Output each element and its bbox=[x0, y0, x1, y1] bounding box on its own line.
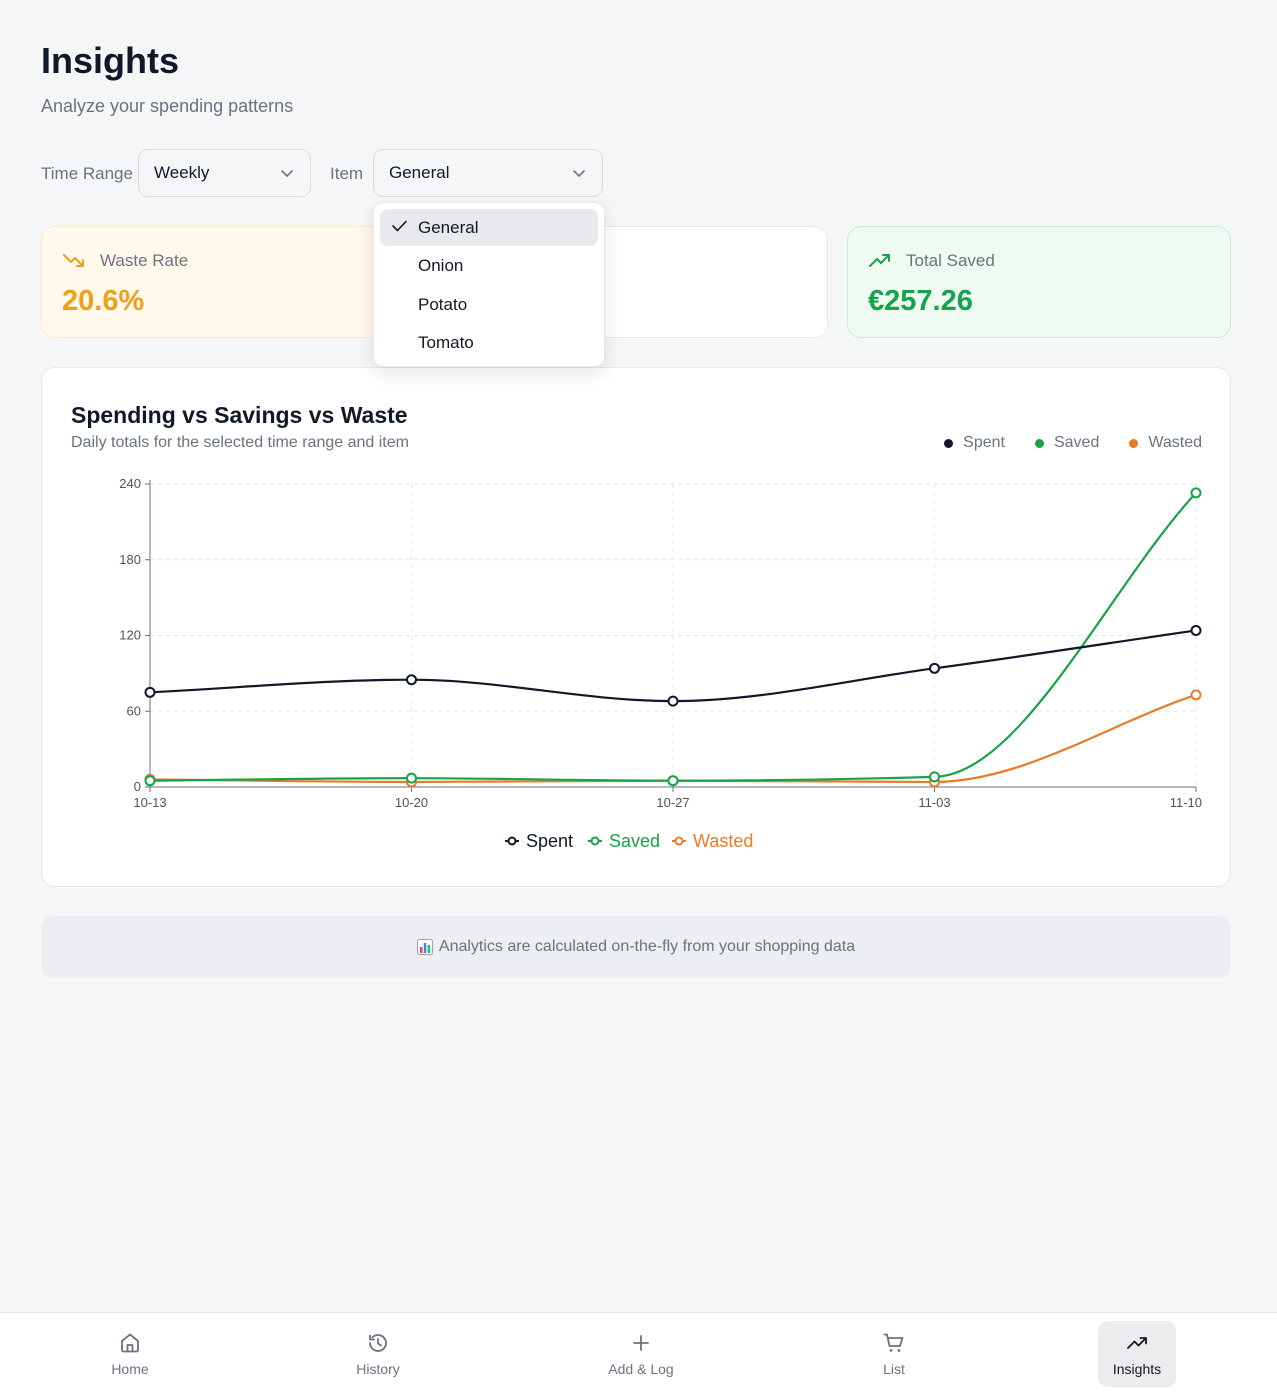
dropdown-option-potato[interactable]: Potato bbox=[380, 286, 598, 323]
data-point-spent bbox=[406, 674, 417, 686]
dropdown-option-general[interactable]: General bbox=[380, 209, 598, 246]
legend-dot bbox=[944, 438, 954, 448]
legend-saved: Saved bbox=[1034, 434, 1100, 452]
x-tick-label: 10-13 bbox=[133, 795, 166, 810]
chart-card: Spending vs Savings vs Waste Daily total… bbox=[41, 367, 1231, 887]
item-dropdown-menu: General Onion Potato Tomato bbox=[373, 202, 605, 367]
y-tick-label: 0 bbox=[134, 779, 141, 794]
data-point-saved bbox=[406, 772, 417, 784]
series-line-spent bbox=[149, 629, 1197, 703]
legend-dot bbox=[1129, 438, 1139, 448]
nav-home[interactable]: Home bbox=[91, 1321, 169, 1387]
x-tick-label: 11-03 bbox=[918, 795, 950, 810]
x-tick-label: 10-20 bbox=[395, 795, 428, 810]
y-tick-label: 120 bbox=[119, 628, 141, 643]
cart-icon bbox=[883, 1333, 904, 1352]
bar-chart-icon bbox=[416, 939, 433, 955]
item-value: General bbox=[389, 163, 450, 182]
dropdown-option-onion[interactable]: Onion bbox=[380, 248, 598, 285]
nav-label: Insights bbox=[1112, 1361, 1162, 1377]
bottom-nav: Home History Add & Log List Insights bbox=[0, 1312, 1277, 1400]
check-icon bbox=[392, 220, 407, 232]
data-point-saved bbox=[667, 775, 679, 787]
data-point-saved bbox=[1190, 487, 1202, 499]
legend-wasted: Wasted bbox=[1129, 434, 1202, 452]
series-line-wasted bbox=[149, 693, 1197, 784]
dropdown-option-label: Onion bbox=[418, 256, 464, 275]
legend-label: Saved bbox=[1053, 434, 1100, 451]
dropdown-option-label: Potato bbox=[418, 294, 468, 314]
dropdown-option-tomato[interactable]: Tomato bbox=[380, 325, 598, 362]
data-point-saved bbox=[144, 775, 156, 787]
dropdown-option-label: Tomato bbox=[418, 333, 474, 352]
total-saved-card: Total Saved €257.26 bbox=[847, 226, 1231, 338]
y-tick-label: 240 bbox=[119, 476, 141, 491]
legend-marker-wasted bbox=[674, 836, 684, 846]
chart-top-legend: Spent Saved Wasted bbox=[944, 434, 1202, 452]
legend-marker-saved bbox=[590, 836, 600, 846]
trending-up-icon bbox=[869, 254, 890, 267]
x-tick-label: 11-10 bbox=[1170, 795, 1202, 810]
total-saved-label: Total Saved bbox=[906, 251, 995, 270]
legend-dot bbox=[1034, 438, 1044, 448]
waste-rate-label: Waste Rate bbox=[100, 251, 189, 270]
info-text: Analytics are calculated on-the-fly from… bbox=[438, 938, 856, 955]
waste-rate-value: 20.6% bbox=[62, 285, 145, 317]
nav-label: List bbox=[883, 1361, 905, 1377]
page-title: Insights bbox=[41, 40, 180, 81]
time-range-value: Weekly bbox=[154, 163, 210, 182]
legend-marker-spent bbox=[507, 836, 517, 846]
line-chart: 0 60 120 180 240 10-13 10-20 10-27 11-03 11-10 Spe… bbox=[119, 476, 1202, 851]
chart-subtitle: Daily totals for the selected time range… bbox=[71, 434, 409, 451]
nav-insights[interactable]: Insights bbox=[1098, 1321, 1176, 1387]
total-saved-value: €257.26 bbox=[868, 285, 973, 317]
trending-down-icon bbox=[63, 254, 84, 267]
dropdown-option-label: General bbox=[418, 217, 479, 237]
y-tick-label: 180 bbox=[119, 552, 141, 567]
page-subtitle: Analyze your spending patterns bbox=[41, 96, 294, 116]
legend-label: Wasted bbox=[1148, 434, 1202, 451]
nav-label: Home bbox=[111, 1361, 149, 1377]
item-label: Item bbox=[330, 164, 364, 183]
info-banner: Analytics are calculated on-the-fly from… bbox=[41, 916, 1231, 978]
nav-label: History bbox=[356, 1361, 400, 1377]
chevron-down-icon bbox=[573, 170, 585, 177]
time-range-select[interactable]: Weekly bbox=[138, 149, 311, 197]
trending-up-icon bbox=[1127, 1337, 1147, 1349]
data-point-wasted bbox=[1190, 689, 1202, 701]
data-point-spent bbox=[144, 686, 156, 698]
data-point-spent bbox=[667, 695, 679, 707]
series-line-saved bbox=[149, 492, 1197, 782]
chart-title: Spending vs Savings vs Waste bbox=[71, 402, 408, 428]
nav-label: Add & Log bbox=[608, 1361, 674, 1377]
data-point-spent bbox=[1190, 624, 1202, 636]
history-icon bbox=[369, 1334, 387, 1352]
x-tick-label: 10-27 bbox=[656, 795, 689, 810]
nav-add-log[interactable]: Add & Log bbox=[596, 1321, 686, 1387]
item-select[interactable]: General bbox=[373, 149, 603, 197]
time-range-label: Time Range bbox=[41, 164, 133, 183]
legend-spent: Spent bbox=[944, 434, 1005, 452]
y-tick-label: 60 bbox=[127, 703, 141, 718]
chevron-down-icon bbox=[281, 170, 293, 177]
legend-label-wasted: Wasted bbox=[693, 831, 753, 851]
legend-label: Spent bbox=[963, 434, 1005, 451]
legend-label-saved: Saved bbox=[609, 831, 660, 851]
home-icon bbox=[121, 1333, 139, 1353]
plus-icon bbox=[633, 1335, 649, 1351]
nav-history[interactable]: History bbox=[339, 1321, 417, 1387]
legend-label-spent: Spent bbox=[526, 831, 573, 851]
data-point-saved bbox=[929, 771, 940, 783]
data-point-spent bbox=[929, 662, 940, 674]
nav-list[interactable]: List bbox=[855, 1321, 933, 1387]
